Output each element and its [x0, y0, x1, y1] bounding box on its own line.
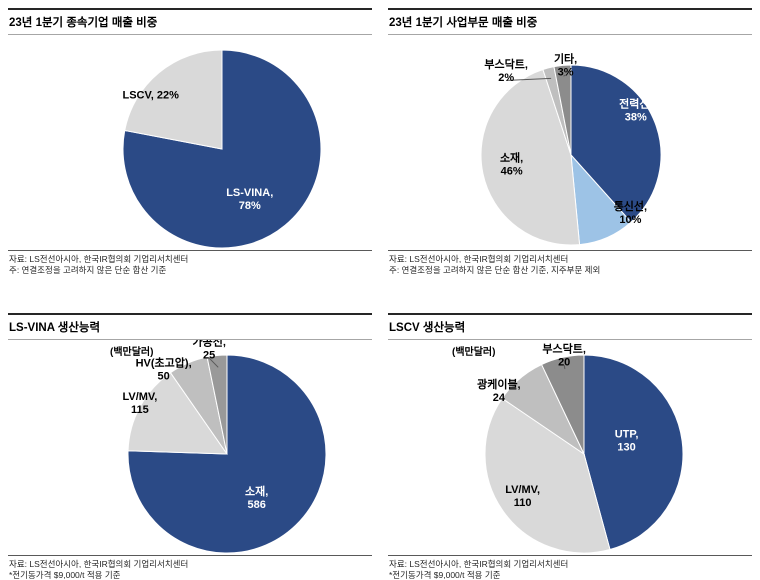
pie-slice-label: UTP, 130 — [615, 429, 639, 454]
note-text: 주: 연결조정을 고려하지 않은 단순 합산 기준, 지주부문 제외 — [389, 265, 601, 276]
pie-slice-2 — [480, 68, 581, 246]
pie-slice-label: 부스닥트, 20 — [542, 341, 586, 368]
pie-slice-label: 전력선, 38% — [619, 97, 652, 124]
pie-slice-label: LV/MV, 115 — [122, 391, 157, 416]
label-leader-line — [506, 77, 552, 81]
pie-slice-0 — [570, 64, 662, 223]
pie-slice-0 — [583, 354, 684, 551]
pie-svg: UTP, 130 LV/MV, 110 광케이블, 24 부스닥트, 20 — [477, 341, 684, 554]
panel-footnotes: 자료: LS전선아시아, 한국IR협의회 기업리서치센터 *전기동가격 $9,0… — [388, 556, 752, 580]
source-text: 자료: LS전선아시아, 한국IR협의회 기업리서치센터 — [9, 558, 189, 569]
source-text: 자료: LS전선아시아, 한국IR협의회 기업리서치센터 — [9, 254, 189, 264]
panel-footnotes: 자료: LS전선아시아, 한국IR협의회 기업리서치센터 *전기동가격 $9,0… — [8, 556, 372, 580]
pie-slice-1 — [484, 397, 611, 554]
source-text: 자료: LS전선아시아, 한국IR협의회 기업리서치센터 — [389, 558, 569, 569]
pie-slice-3 — [206, 354, 228, 455]
unit-label: (백만달러) — [110, 346, 154, 358]
unit-label: (백만달러) — [452, 346, 496, 358]
pie-slice-label: 기타, 3% — [554, 52, 577, 79]
label-leader-line — [208, 357, 219, 368]
pie-slice-label: LS-VINA, 78% — [226, 187, 273, 212]
chart-title: LS-VINA 생산능력 — [8, 315, 372, 340]
subsidiary-revenue-pie-chart: LS-VINA, 78% LSCV, 22% — [8, 35, 372, 251]
chart-title: 23년 1분기 사업부문 매출 비중 — [388, 10, 752, 35]
panel-business-segment-revenue-share: 23년 1분기 사업부문 매출 비중 전력선, 38% 통신선, 10% 소재, 46% 부… — [388, 8, 752, 277]
pie-svg: 전력선, 38% 통신선, 10% 소재, 46% 부스닥트, 2% 기타, 3% — [480, 52, 662, 246]
panel-subsidiary-revenue-share: 23년 1분기 종속기업 매출 비중 LS-VINA, 78% LSCV, 22% … — [8, 8, 372, 277]
pie-slice-1 — [127, 371, 228, 455]
pie-slice-3 — [540, 354, 585, 455]
pie-svg: LS-VINA, 78% LSCV, 22% — [122, 49, 322, 249]
pie-slice-label: 통신선, 10% — [614, 199, 647, 226]
label-leader-line — [563, 74, 566, 77]
note-text: *전기동가격 $9,000/t 적용 기준 — [9, 570, 121, 580]
label-leader-line — [563, 364, 566, 370]
pie-slice-1 — [124, 49, 223, 150]
panel-footnotes: 자료: LS전선아시아, 한국IR협의회 기업리서치센터 주: 연결조정을 고려… — [8, 251, 372, 277]
panel-lscv-capacity: LSCV 생산능력 (백만달러) UTP, 130 LV/MV, 110 광케이블, 24… — [388, 312, 752, 580]
pie-slice-label: HV(초고압), 50 — [136, 356, 192, 382]
pie-slice-label: 부스닥트, 2% — [484, 57, 528, 84]
pie-slice-label: 가공선, 25 — [192, 340, 225, 362]
chart-title: 23년 1분기 종속기업 매출 비중 — [8, 10, 372, 35]
chart-title: LSCV 생산능력 — [388, 315, 752, 340]
pie-slice-label: 소재, 46% — [500, 151, 523, 178]
pie-slice-label: 소재, 586 — [245, 484, 268, 511]
pie-slice-label: LSCV, 22% — [122, 90, 179, 102]
lsvina-capacity-pie-chart: (백만달러) 소재, 586 LV/MV, 115 HV(초고압), 50 가공선, 25 — [8, 340, 372, 556]
note-text: *전기동가격 $9,000/t 적용 기준 — [389, 570, 501, 580]
panel-footnotes: 자료: LS전선아시아, 한국IR협의회 기업리서치센터 주: 연결조정을 고려… — [388, 251, 752, 277]
pie-slice-4 — [553, 64, 572, 156]
charts-grid: 23년 1분기 종속기업 매출 비중 LS-VINA, 78% LSCV, 22% … — [8, 8, 752, 580]
panel-lsvina-capacity: LS-VINA 생산능력 (백만달러) 소재, 586 LV/MV, 115 HV(초고… — [8, 312, 372, 580]
segment-revenue-pie-chart: 전력선, 38% 통신선, 10% 소재, 46% 부스닥트, 2% 기타, 3% — [388, 35, 752, 251]
pie-slice-label: 광케이블, 24 — [477, 377, 521, 404]
lscv-capacity-pie-chart: (백만달러) UTP, 130 LV/MV, 110 광케이블, 24 부스닥트, 20 — [388, 340, 752, 556]
note-text: 주: 연결조정을 고려하지 않은 단순 합산 기준 — [9, 265, 167, 276]
pie-slice-label: LV/MV, 110 — [505, 484, 540, 509]
source-text: 자료: LS전선아시아, 한국IR협의회 기업리서치센터 — [389, 254, 569, 264]
